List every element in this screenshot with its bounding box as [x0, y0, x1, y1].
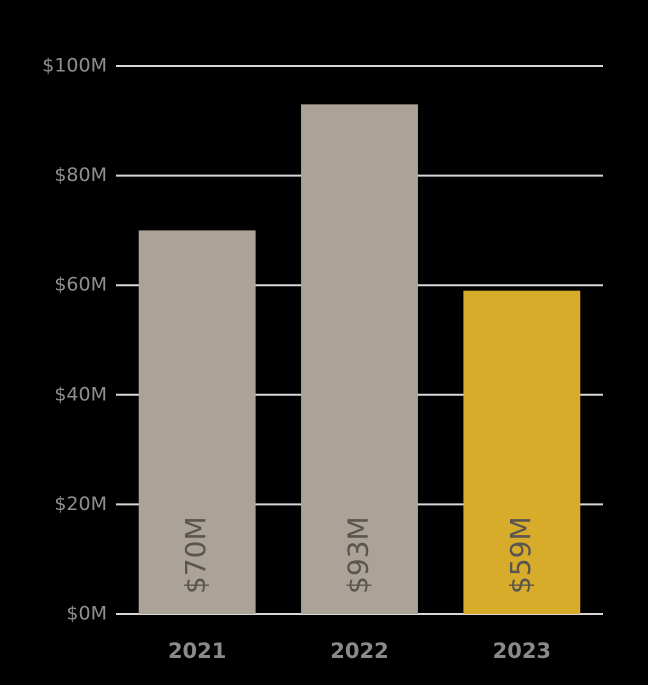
y-tick-label: $60M — [54, 274, 107, 296]
x-tick-label: 2022 — [330, 639, 388, 663]
y-tick-label: $0M — [66, 603, 107, 625]
bar — [301, 104, 418, 615]
y-tick-label: $40M — [54, 383, 107, 405]
y-tick-label: $80M — [54, 164, 107, 186]
y-tick-label: $20M — [54, 493, 107, 515]
bar — [463, 290, 581, 614]
x-tick-label: 2023 — [493, 639, 551, 663]
value-label: $59M — [504, 516, 537, 594]
y-tick-label: $100M — [42, 55, 107, 77]
value-label: $93M — [342, 516, 375, 594]
x-tick-label: 2021 — [168, 639, 226, 663]
bar — [138, 230, 256, 614]
value-label: $70M — [179, 516, 212, 594]
